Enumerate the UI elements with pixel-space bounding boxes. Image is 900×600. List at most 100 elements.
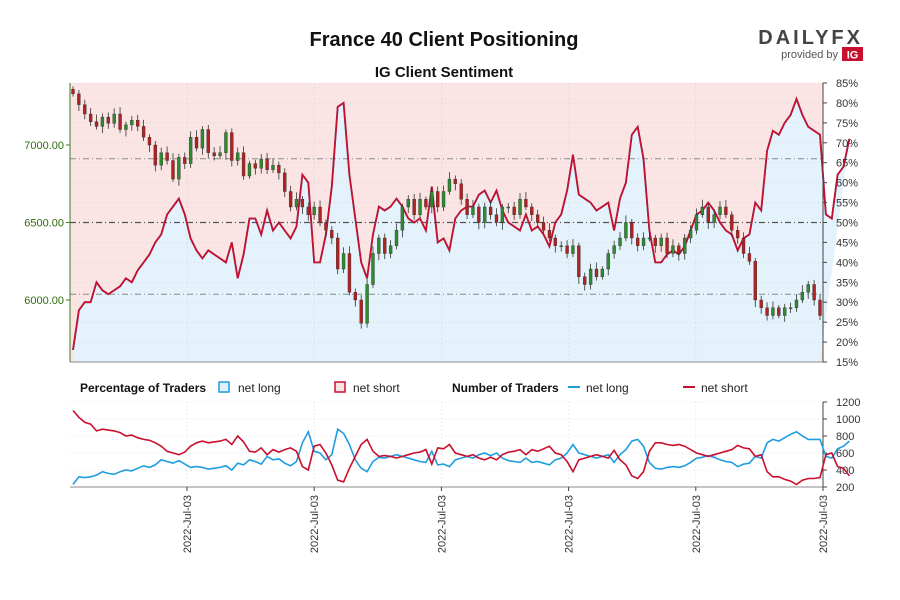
candle-down [765,307,769,316]
candle-down [777,307,781,316]
candle-down [635,237,640,246]
price-sentiment-panel: 6000.00 6500.00 7000.00 15% 20% 25% 30% 35% 40% 4… [24,78,858,369]
candle-down [812,284,816,301]
candle-up [177,157,181,180]
candle-down [94,121,99,127]
candle-down [347,253,352,293]
candle-down [724,206,728,215]
logo-brand: DAILYFX [758,27,863,49]
candle-up [647,237,652,240]
legend-pct-short: net short [353,381,400,395]
x-axis-labels: 2022-Jul-03 2022-Jul-03 2022-Jul-03 2022-Ju… [182,487,830,553]
pct-axis-label: 60% [836,178,858,190]
legend-pct-heading: Percentage of Traders [80,381,206,395]
candle-up [800,292,805,301]
traders-net-long-line [72,427,850,485]
candle-up [500,206,505,223]
candle-down [535,214,540,223]
candle-up [600,268,605,277]
candle-up [783,307,787,316]
x-axis-label: 2022-Jul-03 [564,495,576,553]
candle-down [171,160,175,180]
legend-pct-long: net long [238,381,281,395]
candle-up [418,199,422,215]
candle-down [753,261,757,301]
candle-up [236,152,240,161]
candle-down [759,299,763,308]
candle-down [735,230,740,239]
candle-down [541,222,546,231]
x-axis-label: 2022-Jul-03 [182,495,194,553]
candle-down [424,199,428,208]
candle-down [594,268,599,277]
candle-down [577,245,581,277]
legend-num-short: net short [701,381,748,395]
pct-axis-label: 85% [836,78,858,90]
candle-up [377,237,381,254]
ig-logo-badge [842,47,863,61]
candle-down [553,237,557,246]
candle-down [412,199,416,215]
candle-down [212,152,216,157]
candle-down [265,158,269,170]
candle-down [141,126,146,138]
candle-up [771,307,775,316]
candle-up [188,137,193,164]
candle-up [371,253,375,285]
candle-up [312,206,316,215]
candle-up [718,206,722,215]
candle-down [741,237,746,254]
pct-axis-label: 35% [836,277,858,289]
candle-down [653,237,657,246]
candle-down [318,206,322,223]
candle-up [606,253,610,270]
candle-up [365,284,369,324]
candle-down [183,157,187,164]
traders-net-short-line [72,409,851,486]
candle-down [283,172,287,192]
candle-up [388,245,393,254]
traders-axis-label: 1000 [836,414,860,426]
candle-up [659,237,663,246]
candle-up [112,113,116,124]
candle-down [677,245,681,254]
candle-up [788,307,793,309]
candle-up [559,245,563,247]
legend-pct-long-swatch [218,381,230,393]
candle-down [524,199,528,208]
candle-up [259,158,263,169]
dailyfx-logo: DAILYFX provided by IG [758,27,863,62]
candle-up [806,284,810,293]
legend: Percentage of Traders net long net short… [80,381,748,395]
candle-up [688,230,693,239]
candle-up [394,230,399,246]
candle-down [730,214,734,231]
pct-axis-label: 75% [836,118,858,130]
candle-down [165,152,169,161]
candle-up [683,237,687,254]
candle-down [488,206,493,215]
candle-down [83,104,87,115]
candle-up [794,299,799,308]
long-sentiment-area [73,98,850,363]
chart-subtitle: IG Client Sentiment [375,64,513,81]
candle-down [465,199,469,215]
candle-down [106,116,110,124]
pct-axis-label: 30% [836,297,858,309]
candle-down [530,206,534,215]
candle-down [288,191,293,208]
candle-up [588,268,593,285]
candle-down [818,299,822,316]
candle-down [477,206,481,223]
candle-down [306,206,310,215]
candle-down [706,206,710,223]
candle-up [247,163,252,177]
candle-up [400,206,405,231]
candle-up [406,199,410,208]
candle-down [547,230,552,239]
pct-axis-label: 25% [836,317,858,329]
candle-down [77,93,81,105]
logo-provided-by: provided by [781,49,838,61]
